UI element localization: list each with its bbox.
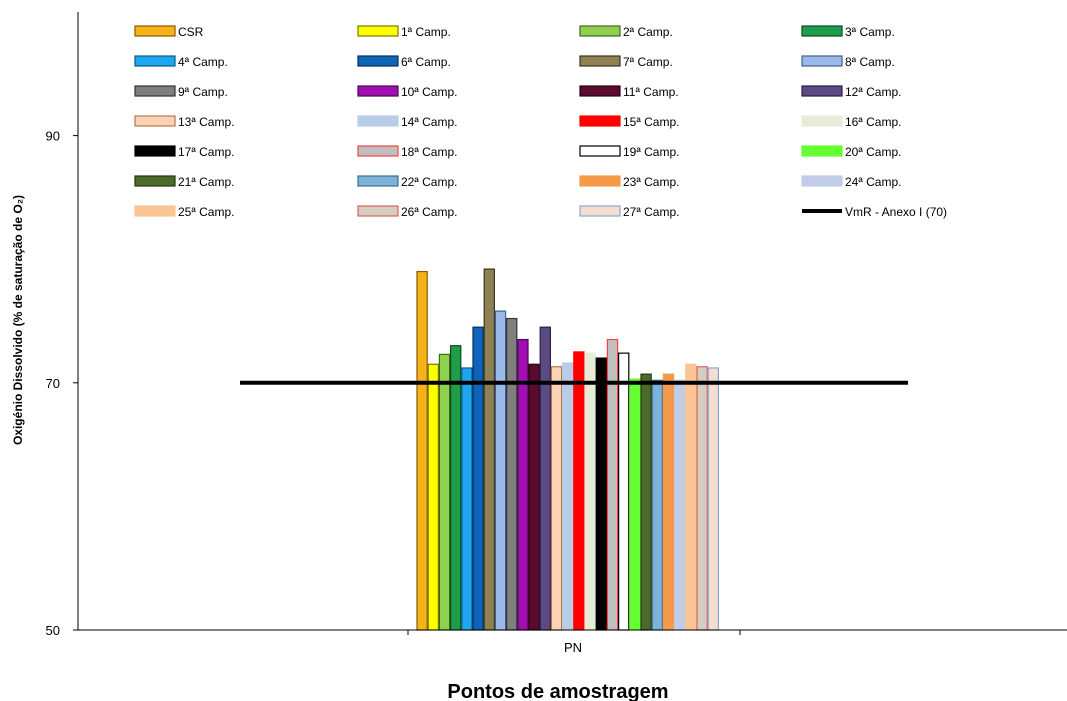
legend-swatch: [579, 175, 621, 187]
legend-label: 22ª Camp.: [401, 175, 457, 189]
bar-3: [438, 353, 451, 631]
bar-26: [696, 366, 708, 631]
y-tick-label: 50: [46, 623, 60, 638]
ticks-layer: 50 70 90 PN: [46, 129, 741, 655]
legend-swatch: [579, 25, 621, 37]
legend-label: 3ª Camp.: [845, 25, 895, 39]
legend-label: 6ª Camp.: [401, 55, 451, 69]
legend-swatch: [134, 145, 176, 157]
bar-8: [494, 310, 507, 631]
legend-label: 1ª Camp.: [401, 25, 451, 39]
bar-27: [707, 367, 720, 631]
legend-label: 15ª Camp.: [623, 115, 679, 129]
y-tick-label: 90: [46, 129, 60, 144]
bar-12: [539, 326, 552, 631]
legend-swatch: [357, 145, 399, 157]
legend-label: 19ª Camp.: [623, 145, 679, 159]
legend-label: 13ª Camp.: [178, 115, 234, 129]
legend-label: 17ª Camp.: [178, 145, 234, 159]
legend-label: 25ª Camp.: [178, 205, 234, 219]
legend-swatch: [357, 175, 399, 187]
legend-label: 12ª Camp.: [845, 85, 901, 99]
legend-swatch: [579, 145, 621, 157]
legend-label: 2ª Camp.: [623, 25, 673, 39]
bar-13: [550, 366, 563, 631]
legend-label: 26ª Camp.: [401, 205, 457, 219]
legend-label: 8ª Camp.: [845, 55, 895, 69]
bar-11: [528, 363, 540, 631]
bars-layer: [416, 268, 720, 631]
legend-swatch: [134, 175, 176, 187]
legend-swatch: [357, 25, 399, 37]
bar-5: [461, 367, 473, 631]
legend-label: 23ª Camp.: [623, 175, 679, 189]
legend-swatch: [357, 205, 399, 217]
bar-21: [640, 373, 652, 631]
x-tick-label: PN: [564, 640, 582, 655]
y-tick-label: 70: [46, 376, 60, 391]
legend-swatch: [801, 145, 843, 157]
bar-25: [685, 363, 697, 631]
legend: CSR 1ª Camp. 2ª Camp. 3ª Camp. 4ª Camp. 6ª Ca…: [134, 25, 947, 219]
legend-label: 20ª Camp.: [845, 145, 901, 159]
legend-label: 7ª Camp.: [623, 55, 673, 69]
bar-1: [416, 270, 428, 631]
legend-swatch: [134, 205, 176, 217]
legend-label: 11ª Camp.: [623, 85, 679, 99]
legend-label: 4ª Camp.: [178, 55, 228, 69]
legend-swatch: [357, 85, 399, 97]
bar-4: [450, 345, 462, 631]
legend-swatch: [357, 115, 399, 127]
legend-swatch: [801, 55, 843, 67]
bar-14: [561, 362, 574, 631]
legend-swatch: [801, 175, 843, 187]
legend-label: 21ª Camp.: [178, 175, 234, 189]
bar-22: [651, 379, 664, 631]
legend-swatch: [579, 55, 621, 67]
legend-swatch: [801, 25, 843, 37]
bar-7: [483, 268, 496, 631]
bar-6: [472, 326, 484, 631]
legend-label: 18ª Camp.: [401, 145, 457, 159]
legend-label: 10ª Camp.: [401, 85, 457, 99]
legend-swatch: [134, 85, 176, 97]
legend-swatch: [134, 115, 176, 127]
legend-swatch: [579, 115, 621, 127]
bar-19: [617, 352, 630, 631]
x-axis-title: Pontos de amostragem: [447, 681, 668, 701]
legend-label: VmR - Anexo I (70): [845, 205, 947, 219]
bar-24: [673, 379, 686, 631]
legend-swatch: [801, 115, 843, 127]
bar-2: [427, 363, 440, 631]
bar-9: [506, 317, 518, 631]
legend-label: 9ª Camp.: [178, 85, 228, 99]
legend-label: 14ª Camp.: [401, 115, 457, 129]
legend-swatch: [134, 25, 176, 37]
legend-swatch: [579, 85, 621, 97]
y-axis-title: Oxigénio Dissolvido (% de saturação de O…: [11, 195, 25, 445]
legend-swatch: [579, 205, 621, 217]
bar-16: [584, 352, 596, 631]
legend-label: 24ª Camp.: [845, 175, 901, 189]
legend-swatch: [801, 85, 843, 97]
legend-label: 16ª Camp.: [845, 115, 901, 129]
bar-20: [629, 378, 641, 631]
bar-23: [662, 373, 675, 631]
legend-swatch: [134, 55, 176, 67]
bar-17: [595, 357, 608, 631]
legend-label: CSR: [178, 25, 204, 39]
legend-swatch: [357, 55, 399, 67]
axes-layer: [77, 12, 1067, 631]
bar-15: [573, 351, 585, 631]
legend-label: 27ª Camp.: [623, 205, 679, 219]
